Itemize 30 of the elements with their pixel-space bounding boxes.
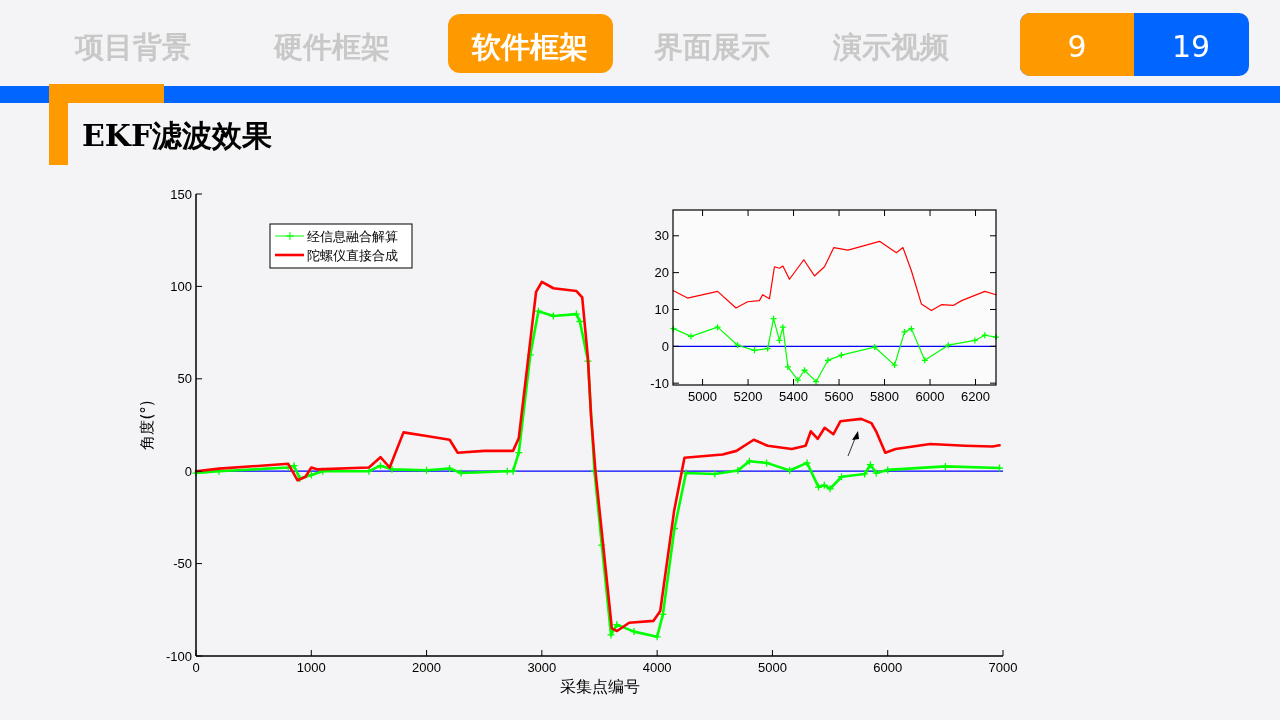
x-tick-label: 5800 (870, 389, 899, 404)
x-tick-label: 1000 (296, 660, 326, 675)
x-tick-label: 6000 (873, 660, 903, 675)
legend-label: 经信息融合解算 (307, 229, 398, 244)
x-tick-label: 6000 (915, 389, 945, 404)
x-tick-label: 5600 (824, 389, 854, 404)
x-tick-label: 7000 (988, 660, 1018, 675)
x-tick-label: 6200 (961, 389, 990, 404)
x-tick-label: 5000 (688, 389, 718, 404)
y-tick-label: -50 (173, 556, 192, 572)
x-tick-label: 5000 (757, 660, 787, 675)
y-tick-label: 30 (654, 228, 669, 244)
x-axis-title: 采集点编号 (559, 677, 640, 696)
y-tick-label: 0 (661, 338, 669, 354)
y-axis-title: 角度(°) (138, 400, 156, 450)
y-tick-label: 0 (184, 463, 192, 479)
y-tick-label: -10 (650, 375, 669, 391)
x-tick-label: 4000 (642, 660, 672, 675)
y-tick-label: 10 (654, 301, 669, 317)
y-tick-label: 100 (170, 278, 192, 294)
x-tick-label: 5200 (733, 389, 763, 404)
y-tick-label: -100 (165, 648, 192, 664)
legend-label: 陀螺仪直接合成 (307, 248, 398, 263)
chart-title: EKF滤波效果 (82, 118, 273, 153)
y-tick-label: 50 (177, 371, 192, 387)
x-tick-label: 2000 (412, 660, 442, 675)
x-tick-label: 3000 (527, 660, 557, 675)
x-tick-label: 5400 (779, 389, 809, 404)
y-tick-label: 20 (654, 265, 669, 281)
y-tick-label: 150 (170, 186, 192, 202)
